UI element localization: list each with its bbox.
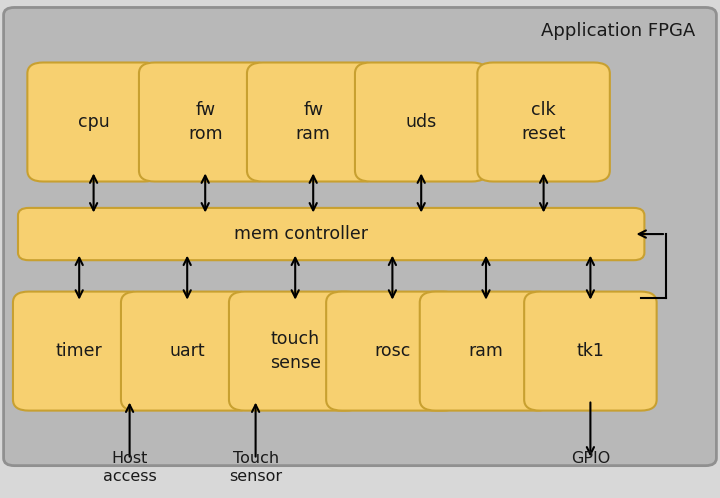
FancyBboxPatch shape — [247, 63, 379, 182]
FancyBboxPatch shape — [524, 292, 657, 410]
Text: uart: uart — [169, 342, 205, 360]
FancyBboxPatch shape — [13, 292, 145, 410]
FancyBboxPatch shape — [229, 292, 361, 410]
Text: ram: ram — [469, 342, 503, 360]
Text: mem controller: mem controller — [234, 225, 368, 243]
FancyBboxPatch shape — [139, 63, 271, 182]
FancyBboxPatch shape — [326, 292, 459, 410]
Text: fw
rom: fw rom — [188, 101, 222, 143]
Text: Touch
sensor: Touch sensor — [229, 451, 282, 484]
Text: cpu: cpu — [78, 113, 109, 131]
FancyBboxPatch shape — [18, 208, 644, 260]
FancyBboxPatch shape — [27, 63, 160, 182]
Text: touch
sense: touch sense — [270, 330, 320, 372]
Text: timer: timer — [56, 342, 102, 360]
FancyBboxPatch shape — [355, 63, 487, 182]
Text: GPIO: GPIO — [571, 451, 610, 466]
FancyBboxPatch shape — [420, 292, 552, 410]
FancyBboxPatch shape — [477, 63, 610, 182]
FancyBboxPatch shape — [4, 7, 716, 466]
Text: clk
reset: clk reset — [521, 101, 566, 143]
FancyBboxPatch shape — [121, 292, 253, 410]
Text: tk1: tk1 — [577, 342, 604, 360]
Text: rosc: rosc — [374, 342, 410, 360]
Text: uds: uds — [405, 113, 437, 131]
Text: Application FPGA: Application FPGA — [541, 22, 695, 40]
Text: Host
access: Host access — [103, 451, 156, 484]
Text: fw
ram: fw ram — [296, 101, 330, 143]
